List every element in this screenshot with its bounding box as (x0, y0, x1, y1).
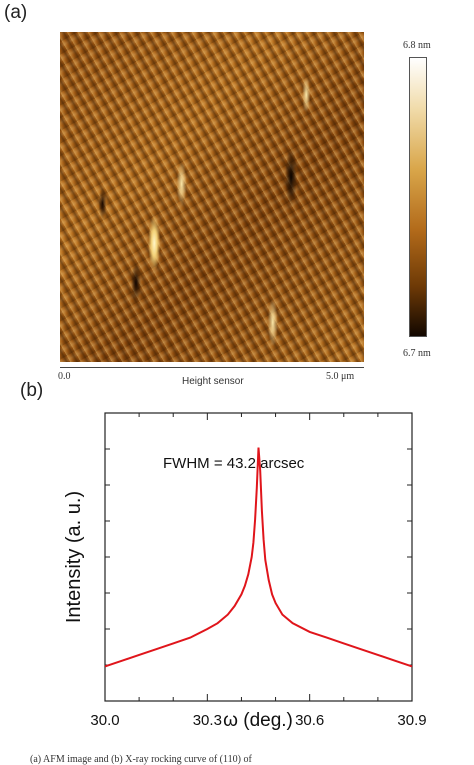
colorbar-min-label: 6.7 nm (403, 348, 431, 359)
x-tick-label: 30.6 (295, 712, 324, 729)
afm-axis-end: 5.0 μm (326, 371, 355, 382)
afm-height-image (60, 32, 364, 362)
height-colorbar (409, 57, 427, 337)
x-axis-label: ω (deg.) (223, 710, 293, 731)
afm-axis-title: Height sensor (182, 376, 244, 387)
fwhm-annotation: FWHM = 43.2 arcsec (163, 455, 305, 472)
x-tick-label: 30.3 (193, 712, 222, 729)
x-tick-label: 30.0 (90, 712, 119, 729)
panel-a-label: (a) (4, 2, 28, 23)
afm-axis-start: 0.0 (58, 371, 71, 382)
x-tick-labels: 30.0 30.3 30.6 30.9 (90, 712, 426, 729)
rocking-curve-chart: 30.0 30.3 30.6 30.9 FWHM = 43.2 arcsec ω (d… (63, 412, 427, 731)
x-tick-label: 30.9 (397, 712, 426, 729)
series-line (104, 447, 413, 668)
panel-b-label: (b) (20, 380, 44, 401)
colorbar-max-label: 6.8 nm (403, 40, 431, 51)
afm-scale-line (60, 367, 364, 368)
y-axis-label: Intensity (a. u.) (63, 491, 85, 623)
figure-caption: (a) AFM image and (b) X-ray rocking curv… (30, 754, 252, 765)
